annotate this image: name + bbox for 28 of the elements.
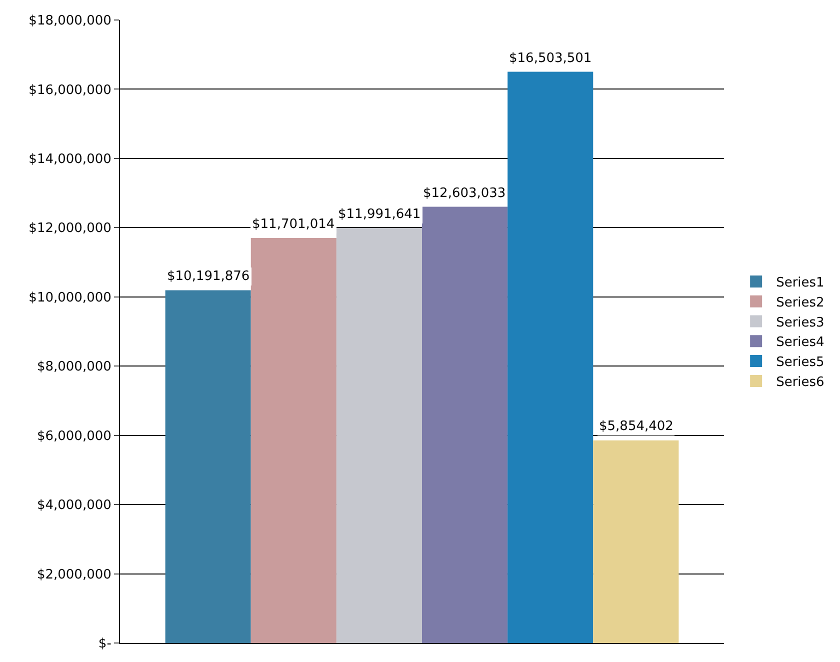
bar [165,290,251,643]
legend-label: Series2 [776,295,824,310]
legend-label: Series3 [776,315,824,330]
data-label: $12,603,033 [423,186,506,201]
y-tick-label: $10,000,000 [28,290,112,306]
y-tick-label: $14,000,000 [28,152,112,167]
bar [422,206,508,643]
legend-label: Series4 [776,335,824,350]
y-tick-label: $4,000,000 [36,498,112,514]
bar [593,440,679,643]
data-label: $11,991,641 [338,207,421,222]
legend-label: Series6 [776,375,824,390]
legend-label: Series5 [776,355,824,370]
legend-label: Series1 [776,276,824,291]
data-label: $16,503,501 [509,51,592,66]
y-tick-label: $16,000,000 [28,82,112,98]
data-label: $5,854,402 [599,419,674,434]
y-tick-label: $6,000,000 [36,428,112,444]
data-label: $10,191,876 [167,269,250,284]
bar [336,228,422,643]
y-tick-label: $2,000,000 [36,567,112,582]
y-tick-label: $18,000,000 [28,14,112,29]
y-tick-label: $12,000,000 [28,221,112,236]
bar [250,238,336,643]
data-label: $11,701,014 [252,217,335,232]
y-tick-label: $- [98,636,112,652]
bar [508,72,594,643]
y-tick-label: $8,000,000 [36,360,112,375]
